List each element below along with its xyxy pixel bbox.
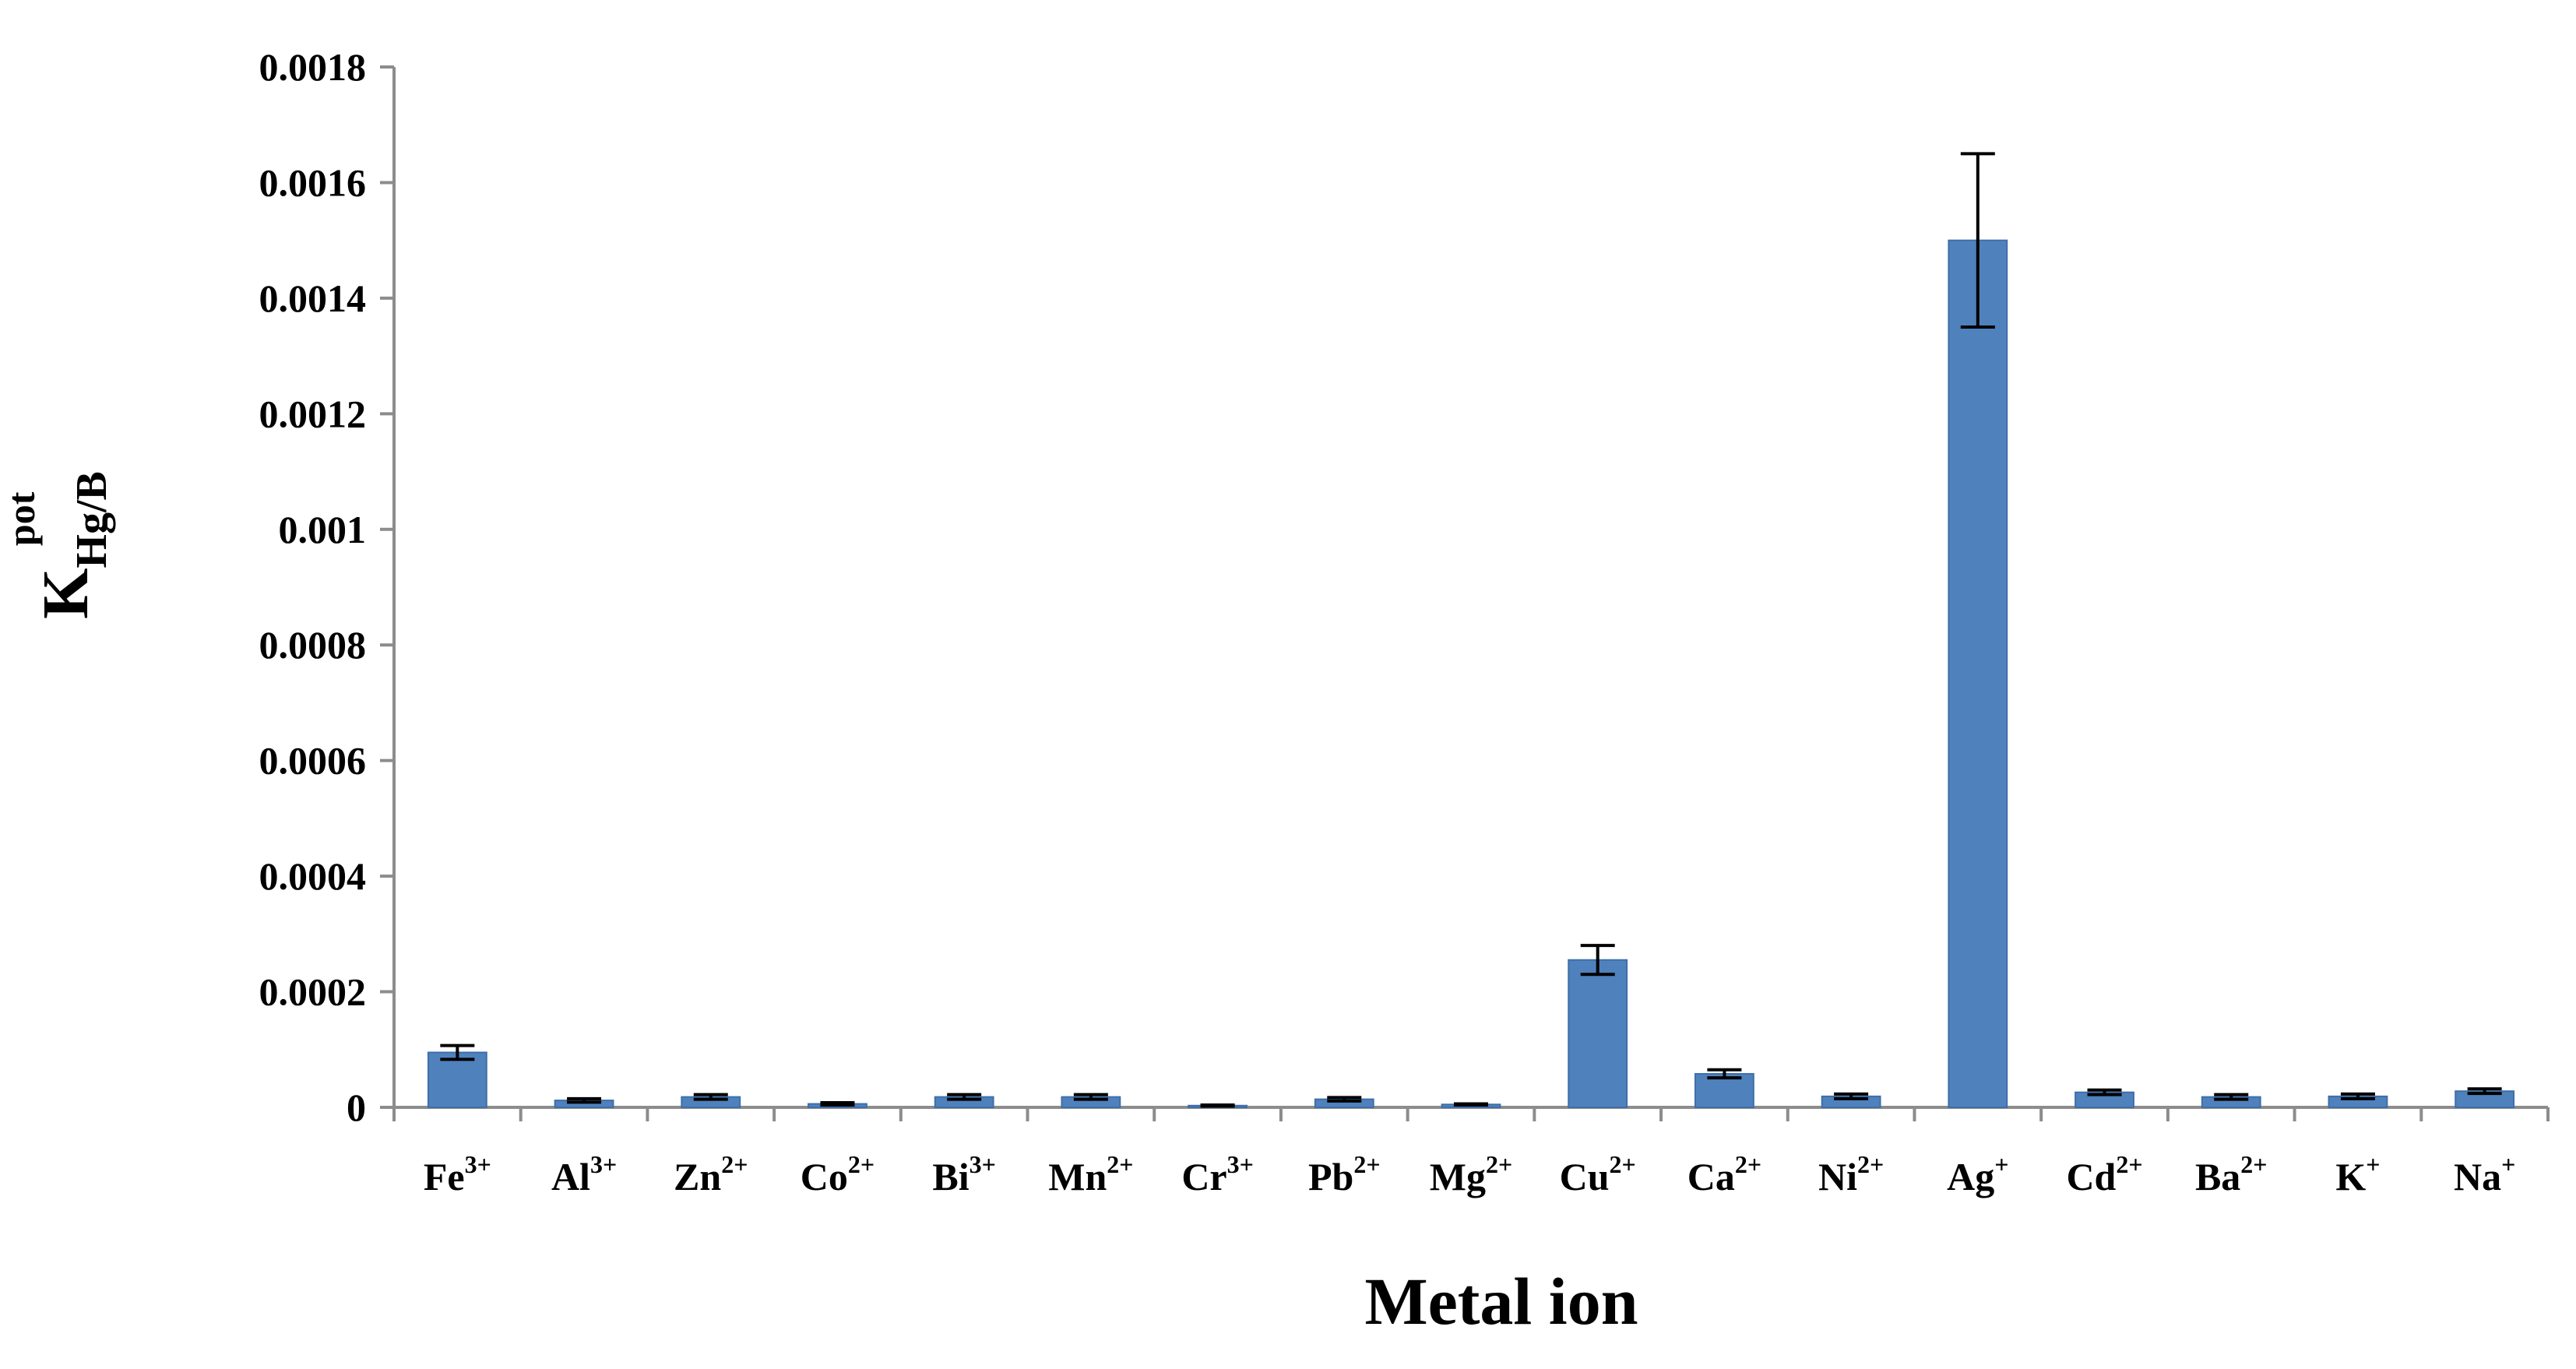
x-tick-label: Cd2+: [2066, 1150, 2142, 1198]
y-tick-label: 0.0012: [259, 392, 367, 435]
error-bar-pb: [1327, 1096, 1362, 1103]
error-bars: [440, 152, 2502, 1108]
y-tick-label: 0.0016: [259, 160, 367, 204]
x-tick-label: Ni2+: [1818, 1150, 1884, 1198]
x-tick-label: Ag+: [1947, 1150, 2008, 1198]
x-tick-label: K+: [2335, 1150, 2380, 1198]
x-tick-label: Mn2+: [1048, 1150, 1133, 1198]
error-bar-mn: [1073, 1093, 1108, 1101]
x-tick-label: Co2+: [801, 1150, 875, 1198]
bar-fe: [427, 1051, 487, 1108]
x-tick-label: Na+: [2454, 1150, 2515, 1198]
error-bar-ag: [1960, 152, 1995, 329]
x-tick-label: Ca2+: [1687, 1150, 1761, 1198]
error-bar-fe: [440, 1043, 475, 1061]
bar-cu: [1568, 959, 1628, 1108]
x-tick-label: Ba2+: [2195, 1150, 2268, 1198]
y-tick-label: 0.0006: [259, 739, 367, 783]
error-bar-cr: [1200, 1103, 1235, 1108]
y-tick-label: 0.0008: [259, 623, 367, 667]
y-axis: 0 0.0002 0.0004 0.0006 0.0008 0.001 0.0012 0.00…: [259, 45, 396, 1129]
y-tick-label: 0: [347, 1086, 366, 1129]
error-bar-k: [2340, 1092, 2375, 1100]
y-tick-label: 0.001: [279, 508, 367, 551]
y-axis-label-main: K: [30, 568, 102, 619]
y-tick-label: 0.0002: [259, 970, 367, 1014]
error-bar-al: [567, 1096, 602, 1104]
bar-ag: [1948, 239, 2008, 1109]
error-bar-cu: [1580, 944, 1615, 977]
y-axis-label: KHg/B pot: [0, 471, 116, 619]
y-tick-label: 0.0014: [259, 276, 367, 320]
error-bar-cd: [2087, 1088, 2122, 1096]
x-tick-label: Mg2+: [1430, 1150, 1512, 1198]
error-bar-bi: [947, 1093, 982, 1101]
x-axis: [392, 1106, 2550, 1121]
x-tick-label: Pb2+: [1308, 1150, 1381, 1198]
error-bar-ba: [2214, 1093, 2249, 1101]
category-labels: Fe3+ Al3+ Zn2+ Co2+ Bi3+ Mn2+ Cr3+ Pb2+ Mg2+ Cu2+…: [424, 1150, 2515, 1198]
x-tick-label: Cu2+: [1560, 1150, 1636, 1198]
x-axis-label: Metal ion: [1364, 1264, 1638, 1339]
error-bar-co: [820, 1101, 855, 1107]
x-tick-label: Cr3+: [1181, 1150, 1254, 1198]
error-bar-ca: [1707, 1068, 1742, 1080]
x-tick-label: Al3+: [551, 1150, 617, 1198]
y-tick-label: 0.0004: [259, 854, 367, 898]
error-bar-zn: [693, 1093, 728, 1101]
error-bar-mg: [1454, 1102, 1488, 1107]
x-tick-label: Bi3+: [932, 1150, 995, 1198]
bars: [427, 239, 2515, 1109]
y-axis-label-sub: Hg/B: [68, 471, 116, 568]
y-tick-label: 0.0018: [259, 45, 367, 89]
error-bar-na: [2467, 1087, 2502, 1096]
x-tick-label: Zn2+: [674, 1150, 748, 1198]
x-tick-label: Fe3+: [424, 1150, 491, 1198]
y-axis-label-sup: pot: [0, 491, 43, 546]
error-bar-ni: [1834, 1092, 1869, 1100]
